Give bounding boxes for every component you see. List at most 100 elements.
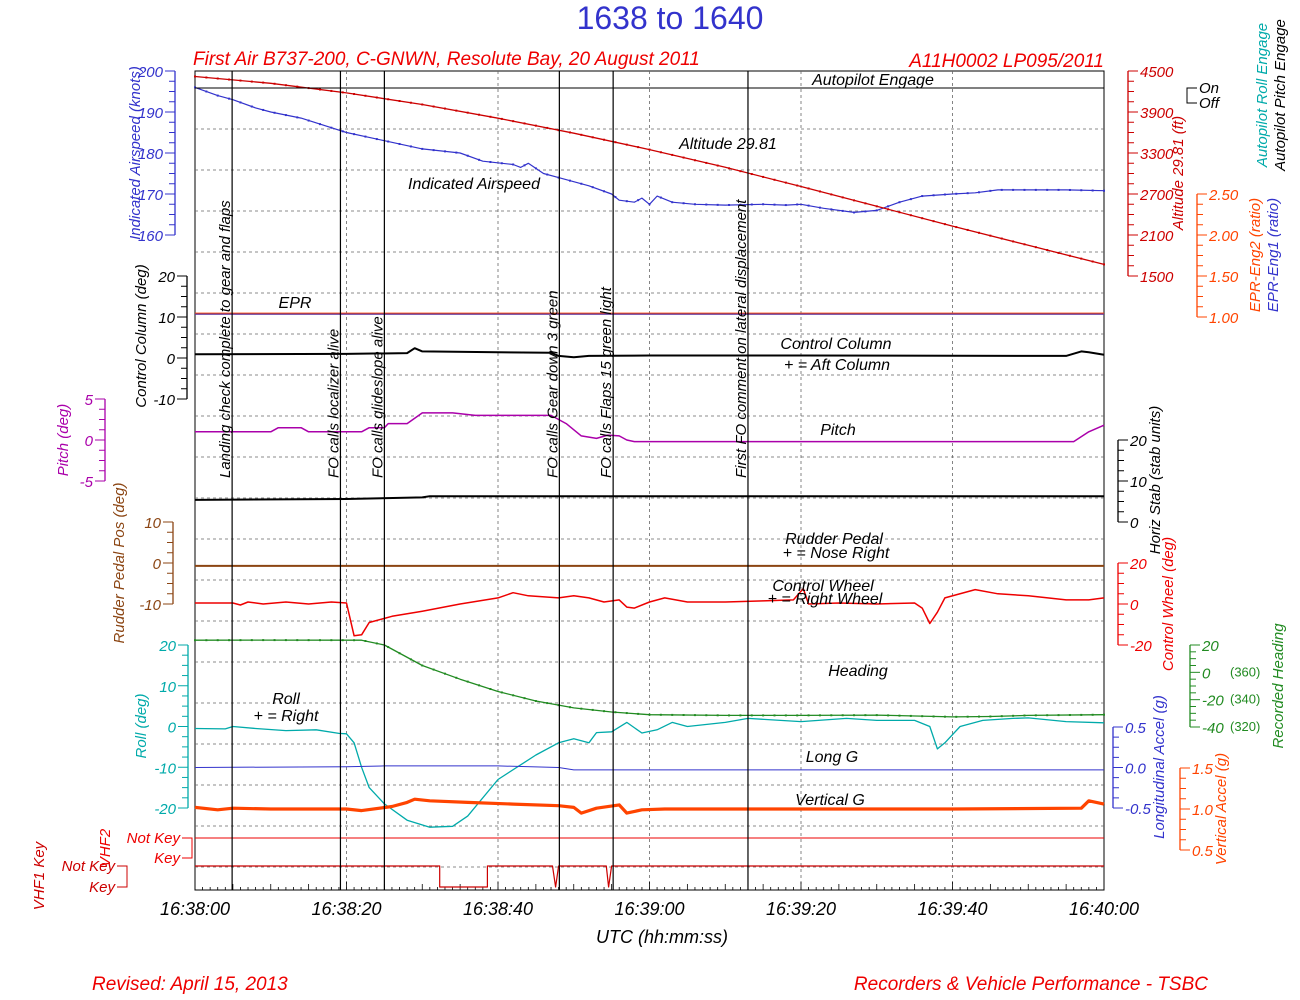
data-point-altitude [864,202,867,205]
data-point-heading [432,668,435,671]
footer-right: Recorders & Vehicle Performance - TSBC [854,974,1208,995]
data-point-altitude [205,76,208,79]
axis-tick-label: 5 [85,392,94,409]
series-annotation: Indicated Airspeed [408,176,541,193]
axis-tick-label: -10 [154,760,176,777]
data-point-heading [364,640,367,643]
data-point-airspeed [966,192,969,195]
data-point-heading [989,715,992,718]
data-point-heading [1034,714,1037,717]
data-point-airspeed [228,97,231,100]
data-point-airspeed [682,202,685,205]
data-point-airspeed [478,158,481,161]
data-point-heading [705,714,708,717]
axis-title-vhf2: VHF2 [97,828,114,867]
data-point-altitude [443,107,446,110]
data-point-altitude [966,228,969,231]
event-label: FO calls Gear down 3 green [544,290,561,478]
data-point-airspeed [534,167,537,170]
data-point-altitude [853,199,856,202]
axis-title-ap_roll: Autopilot Roll Engage [1254,23,1271,168]
series-line-wheel [195,587,1105,637]
axis-tick-label: 0 [168,720,177,737]
data-point-airspeed [603,190,606,193]
series-annotation: Long G [806,749,858,766]
data-point-airspeed [421,147,424,150]
series-line-vhf1 [195,865,1104,888]
data-point-altitude [716,164,719,167]
state-label: Key [154,850,181,867]
event-label: First FO comment on lateral displacement [733,199,750,478]
data-point-heading [353,639,356,642]
data-point-heading [875,714,878,717]
data-point-heading [500,691,503,694]
data-point-airspeed [364,135,367,138]
data-point-airspeed [1068,188,1071,191]
axis-tick-label: 20 [158,638,176,655]
axis-title-epr2: EPR-Eng2 (ratio) [1247,198,1264,312]
data-point-heading [534,700,537,703]
data-point-altitude [898,211,901,214]
axis-tick-label: 2700 [1139,187,1174,204]
data-point-airspeed [739,203,742,206]
data-point-altitude [921,217,924,220]
data-point-altitude [489,115,492,118]
data-point-airspeed [194,86,196,89]
heading-note: (360) [1230,664,1260,679]
data-point-heading [478,684,481,687]
axis-bracket-vhf2 [182,837,193,859]
data-point-airspeed [705,203,708,206]
axis-tick-label: 10 [158,310,175,327]
data-point-airspeed [841,209,844,212]
data-point-heading [239,639,242,642]
data-point-heading [591,708,594,711]
axis-tick-label: -0.5 [1125,801,1152,818]
axis-tick-label: 3900 [1140,105,1174,122]
data-point-altitude [318,88,321,91]
data-point-airspeed [1080,189,1083,192]
subtitle-left: First Air B737-200, C-GNWN, Resolute Bay… [193,49,700,70]
axis-tick-label: 1500 [1140,269,1174,286]
axis-title-pitch: Pitch (deg) [55,404,72,477]
data-point-heading [693,714,696,717]
x-tick-label: 16:38:00 [160,899,230,919]
data-point-airspeed [341,130,344,133]
data-point-altitude [784,181,787,184]
data-point-heading [1012,714,1015,717]
data-point-airspeed [239,101,242,104]
data-point-altitude [909,214,912,217]
axis-tick-label: 10 [144,515,161,532]
data-point-altitude [932,220,935,223]
axis-title-epr1: EPR-Eng1 (ratio) [1265,198,1282,312]
data-point-altitude [614,141,617,144]
axis-tick-label: 20 [1129,556,1147,573]
data-point-airspeed [512,163,515,166]
data-point-heading [1046,714,1049,717]
data-point-airspeed [762,203,765,206]
axis-tick-label: -10 [153,392,175,409]
data-point-heading [409,658,412,661]
data-point-airspeed [932,194,935,197]
axis-tick-label: -20 [1130,638,1152,655]
data-point-airspeed [443,150,446,153]
data-point-altitude [705,161,708,164]
axis-title-wheel: Control Wheel (deg) [1160,537,1177,671]
data-point-altitude [989,234,992,237]
data-point-airspeed [909,198,912,201]
data-point-altitude [580,133,583,136]
axis-tick-label: 0 [153,556,162,573]
axis-tick-label: -10 [139,597,161,614]
axis-tick-label: 0 [1202,665,1211,682]
data-point-heading [523,697,526,700]
data-point-airspeed [205,90,208,93]
data-point-heading [341,639,344,642]
data-point-airspeed [796,203,799,206]
data-point-heading [750,714,753,717]
data-point-altitude [557,129,560,132]
data-point-airspeed [978,191,981,194]
data-point-airspeed [648,203,651,206]
data-point-altitude [194,75,196,78]
axis-tick-label: 10 [159,679,176,696]
x-tick-label: 16:40:00 [1069,899,1139,919]
data-point-altitude [330,89,333,92]
